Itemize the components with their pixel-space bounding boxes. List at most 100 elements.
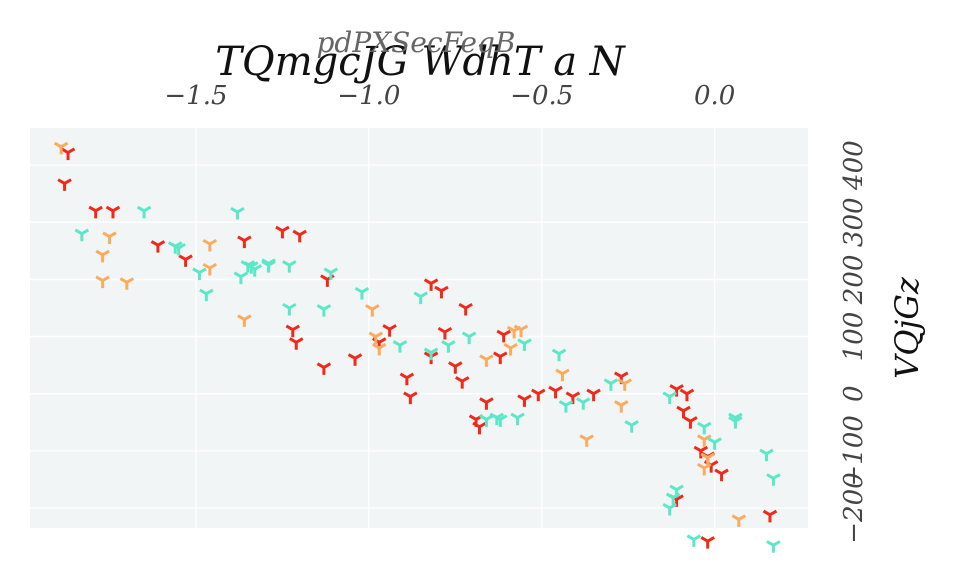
data-point xyxy=(105,205,121,219)
data-point xyxy=(617,378,632,391)
data-point xyxy=(697,434,712,447)
data-point xyxy=(136,205,152,219)
data-point xyxy=(558,400,574,413)
data-point xyxy=(575,397,591,410)
y-tick-label: 400 xyxy=(839,140,869,191)
data-point xyxy=(289,337,304,350)
data-point xyxy=(759,448,774,462)
data-point xyxy=(178,254,193,267)
data-point xyxy=(167,241,183,254)
data-point xyxy=(510,412,525,426)
data-point xyxy=(603,378,619,391)
data-point xyxy=(392,340,408,353)
data-point xyxy=(275,225,290,239)
data-point xyxy=(503,342,518,356)
data-point xyxy=(614,400,629,413)
data-point xyxy=(413,291,428,305)
data-point xyxy=(95,249,110,263)
data-point xyxy=(461,331,477,345)
data-point xyxy=(551,348,567,362)
data-point xyxy=(365,304,380,317)
data-point xyxy=(403,391,418,405)
y-tick-label: 100 xyxy=(839,312,869,362)
data-point xyxy=(423,278,439,291)
chart-title: TQmgcJG WdhT a N xyxy=(215,39,627,85)
data-point xyxy=(697,421,712,435)
data-point xyxy=(517,338,532,351)
data-point xyxy=(399,372,415,386)
data-point xyxy=(448,361,463,374)
data-point xyxy=(347,353,363,366)
data-point xyxy=(496,329,511,343)
data-point xyxy=(441,340,456,353)
data-point xyxy=(731,514,747,527)
plot-area xyxy=(30,128,808,528)
data-point xyxy=(548,385,563,399)
data-point xyxy=(247,264,263,277)
data-point xyxy=(766,540,781,553)
data-point xyxy=(382,324,397,337)
x-tick-labels: −1.5 −1.0 −0.5 0.0 xyxy=(164,81,735,111)
data-point xyxy=(202,262,218,276)
data-point xyxy=(282,302,297,316)
data-point xyxy=(354,286,370,300)
data-point xyxy=(323,267,339,281)
data-point xyxy=(624,420,639,433)
data-point xyxy=(371,342,387,356)
data-point xyxy=(423,347,439,361)
data-point xyxy=(531,388,546,402)
x-tick-label: −1.5 xyxy=(164,81,227,111)
data-point xyxy=(555,368,570,382)
data-point xyxy=(233,271,249,285)
y-tick-label: −100 xyxy=(839,415,869,486)
data-point xyxy=(513,324,529,338)
data-point xyxy=(192,267,207,281)
data-point xyxy=(479,397,494,410)
data-point xyxy=(676,405,691,419)
data-point xyxy=(285,324,301,338)
data-point xyxy=(707,437,722,450)
data-point xyxy=(686,534,702,547)
grid-lines xyxy=(30,128,808,528)
data-point xyxy=(102,231,117,245)
data-point xyxy=(199,288,214,302)
data-point xyxy=(368,331,384,345)
x-axis-label: pdPXSecFeqB xyxy=(316,26,515,59)
data-point xyxy=(700,536,715,549)
data-point xyxy=(458,302,473,316)
data-point xyxy=(57,178,72,191)
data-point xyxy=(662,502,677,516)
y-tick-label: −200 xyxy=(839,472,869,543)
data-point xyxy=(316,304,332,317)
data-point xyxy=(669,384,684,397)
x-tick-label: −1.0 xyxy=(337,81,400,111)
data-point xyxy=(669,484,684,498)
data-point xyxy=(517,394,532,407)
data-point xyxy=(60,147,76,161)
data-point xyxy=(437,326,453,340)
data-point xyxy=(714,468,729,482)
data-point xyxy=(728,412,743,426)
data-point xyxy=(230,206,245,220)
data-point xyxy=(454,376,470,389)
data-points xyxy=(53,141,781,553)
data-point xyxy=(697,462,712,476)
data-point xyxy=(74,228,90,242)
x-tick-label: −0.5 xyxy=(510,81,573,111)
data-point xyxy=(479,354,494,367)
data-point xyxy=(434,285,449,299)
data-point xyxy=(683,416,698,429)
data-point xyxy=(261,258,276,271)
data-point xyxy=(472,421,487,435)
data-point xyxy=(292,229,307,243)
y-tick-labels: −200−100 0 100 200 300 400 xyxy=(839,140,869,543)
data-point xyxy=(693,445,709,459)
data-point xyxy=(579,434,594,447)
data-point xyxy=(700,452,715,466)
data-point xyxy=(766,473,781,486)
y-tick-label: 200 xyxy=(839,255,869,306)
x-tick-label: 0.0 xyxy=(694,81,735,111)
data-point xyxy=(119,277,135,290)
data-point xyxy=(493,414,508,427)
